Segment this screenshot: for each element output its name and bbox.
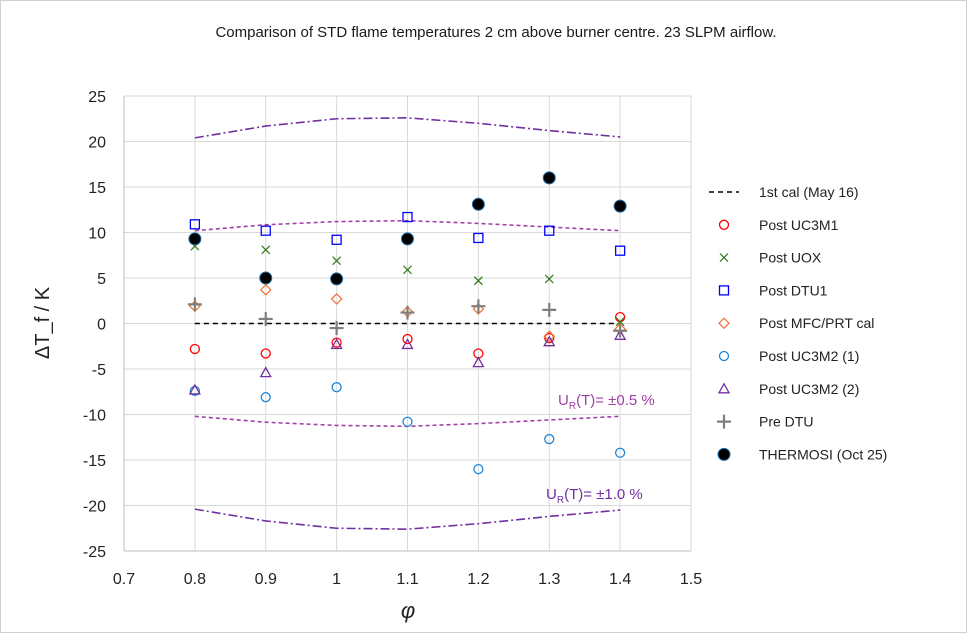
data-point (189, 343, 201, 355)
uncertainty-band-line (194, 219, 621, 232)
data-point (332, 256, 342, 266)
y-tick-label: 15 (88, 180, 106, 197)
data-point (614, 447, 626, 458)
x-tick-label: 1.1 (396, 571, 418, 588)
data-point (543, 330, 556, 343)
data-point (330, 272, 344, 286)
data-point (473, 276, 483, 286)
y-tick-label: -10 (83, 408, 106, 425)
x-tick-label: 0.7 (113, 571, 135, 588)
legend-label: Post UC3M1 (759, 217, 839, 233)
data-point (188, 383, 201, 395)
y-tick-label: -20 (83, 499, 106, 516)
data-point (189, 219, 201, 230)
legend-marker (718, 285, 730, 296)
x-tick-label: 1.5 (680, 571, 702, 588)
legend-label: Pre DTU (759, 414, 813, 430)
data-point (471, 299, 486, 314)
data-point (613, 323, 628, 338)
data-point (258, 311, 273, 326)
data-point (542, 302, 557, 317)
y-axis-label: ΔT_f / K (32, 286, 54, 359)
y-tick-label: 25 (88, 89, 106, 106)
y-tick-label: -5 (92, 362, 106, 379)
data-point (329, 321, 344, 336)
data-point (613, 199, 627, 213)
y-tick-label: 10 (88, 226, 106, 243)
data-point (614, 328, 627, 340)
x-tick-label: 1.3 (538, 571, 560, 588)
data-point (330, 293, 343, 305)
y-tick-label: 5 (97, 271, 106, 288)
legend-label: 1st cal (May 16) (759, 184, 859, 200)
data-point (259, 366, 272, 378)
legend-marker (718, 317, 730, 330)
uncertainty-band-line (194, 508, 621, 530)
x-tick-label: 1.2 (467, 571, 489, 588)
legend-marker (719, 253, 729, 263)
y-tick-label: 20 (88, 135, 106, 152)
legend-label: Post UC3M2 (1) (759, 348, 859, 364)
data-point (189, 385, 201, 396)
x-tick-label: 1.4 (609, 571, 631, 588)
legend-marker (718, 350, 730, 362)
data-point (544, 225, 555, 236)
y-tick-label: -15 (83, 453, 106, 470)
data-point (188, 232, 202, 246)
uncertainty-band-line (194, 117, 621, 139)
chart-title: Comparison of STD flame temperatures 2 c… (215, 24, 776, 41)
data-point (259, 271, 273, 285)
x-tick-label: 0.9 (255, 571, 277, 588)
legend-marker (717, 447, 731, 461)
data-point (330, 338, 343, 350)
legend-marker (717, 414, 731, 429)
data-point (402, 211, 413, 223)
legend-label: Post DTU1 (759, 282, 828, 298)
legend-marker (718, 219, 730, 230)
data-point (615, 317, 625, 327)
data-point (473, 232, 484, 244)
data-point (400, 305, 415, 320)
data-point (260, 348, 271, 359)
legend-label: THERMOSI (Oct 25) (759, 446, 887, 462)
legend-label: Post UC3M2 (2) (759, 381, 859, 397)
data-point (401, 232, 414, 246)
data-point (260, 392, 271, 403)
uncertainty-label: UR(T)= ±0.5 % (558, 392, 655, 412)
data-point (401, 338, 414, 350)
x-tick-label: 1 (332, 571, 341, 588)
data-point (473, 463, 484, 475)
data-point (542, 171, 556, 185)
data-point (260, 225, 271, 236)
data-point (544, 274, 554, 284)
data-point (543, 335, 556, 347)
data-point (259, 283, 272, 296)
y-tick-label: -25 (83, 544, 106, 561)
data-point (402, 416, 413, 427)
data-point (544, 433, 555, 445)
data-point (614, 245, 626, 256)
data-point (331, 382, 342, 393)
x-tick-label: 0.8 (184, 571, 206, 588)
legend-marker (717, 382, 731, 394)
data-point (402, 333, 413, 345)
legend-label: Post UOX (759, 250, 822, 266)
uncertainty-label: UR(T)= ±1.0 % (546, 486, 643, 506)
data-point (331, 234, 342, 245)
data-point (471, 197, 485, 211)
data-point (544, 332, 555, 344)
legend-label: Post MFC/PRT cal (759, 315, 874, 331)
data-point (261, 245, 271, 255)
data-point (187, 297, 202, 312)
data-point (472, 356, 485, 368)
y-tick-label: 0 (97, 317, 106, 334)
x-axis-label: φ (401, 598, 415, 623)
data-point (403, 265, 412, 275)
